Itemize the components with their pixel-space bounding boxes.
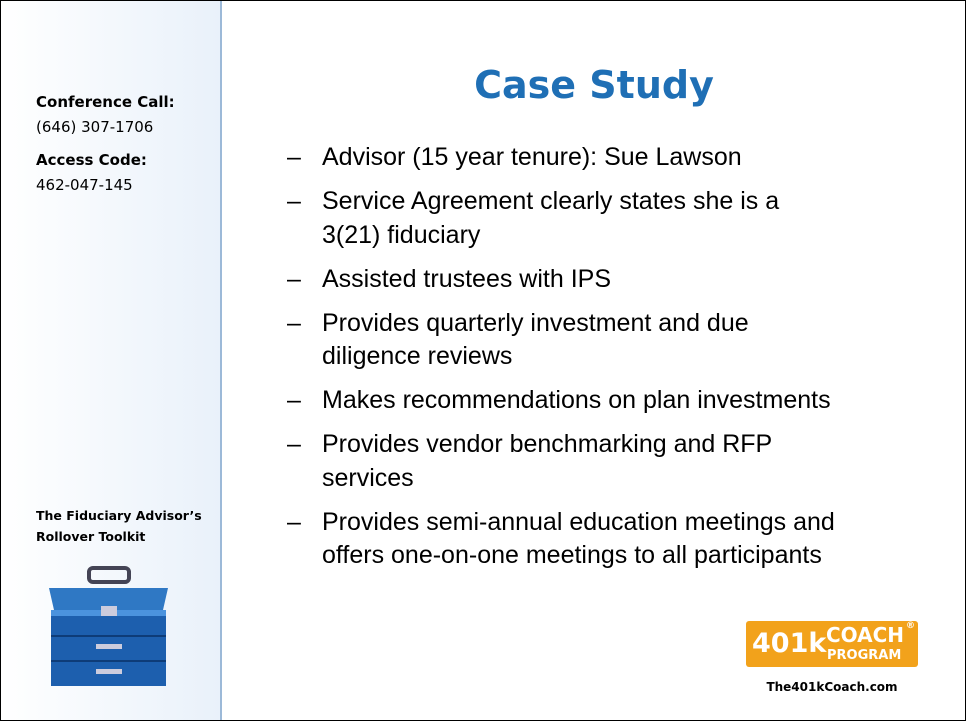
conference-label: Conference Call: [36,93,175,111]
bullet-text: 3(21) fiduciary [322,220,481,249]
access-code: 462-047-145 [36,176,133,194]
bullet-text: Advisor (15 year tenure): Sue Lawson [322,143,742,171]
bullet-marker: – [287,507,301,536]
toolkit-line: Rollover Toolkit [36,529,146,544]
toolkit-line: The Fiduciary Advisor’s [36,508,202,523]
bullet-text: Provides vendor benchmarking and RFP [322,430,773,458]
bullet-text: Provides semi-annual education meetings … [322,507,835,536]
bullet-text: Assisted trustees with IPS [322,264,612,293]
bullet-marker: – [287,187,301,215]
bullet-marker: – [287,430,301,458]
bullet-text: offers one-on-one meetings to all partic… [322,541,822,569]
bullet-text: diligence reviews [322,342,513,370]
logo-url: The401kCoach.com [766,680,898,694]
toolbox-icon [49,566,168,686]
logo-registered: ® [906,621,915,631]
bullet-text: Service Agreement clearly states she is … [322,187,780,215]
bullet-text: Provides quarterly investment and due [322,308,749,337]
bullet-text: Makes recommendations on plan investment… [322,386,831,414]
slide-title: Case Study [474,63,714,107]
logo-word: PROGRAM [827,648,902,663]
conference-number: (646) 307-1706 [36,118,154,136]
logo-word: COACH [826,623,905,647]
bullet-text: services [322,463,414,492]
bullet-marker: – [287,386,301,414]
logo-box: 401k COACH ® PROGRAM [746,621,918,667]
bullet-marker: – [287,264,301,293]
bullet-marker: – [287,308,301,337]
access-label: Access Code: [36,151,147,169]
logo-mark: 401k [752,628,827,659]
bullet-marker: – [287,143,301,171]
